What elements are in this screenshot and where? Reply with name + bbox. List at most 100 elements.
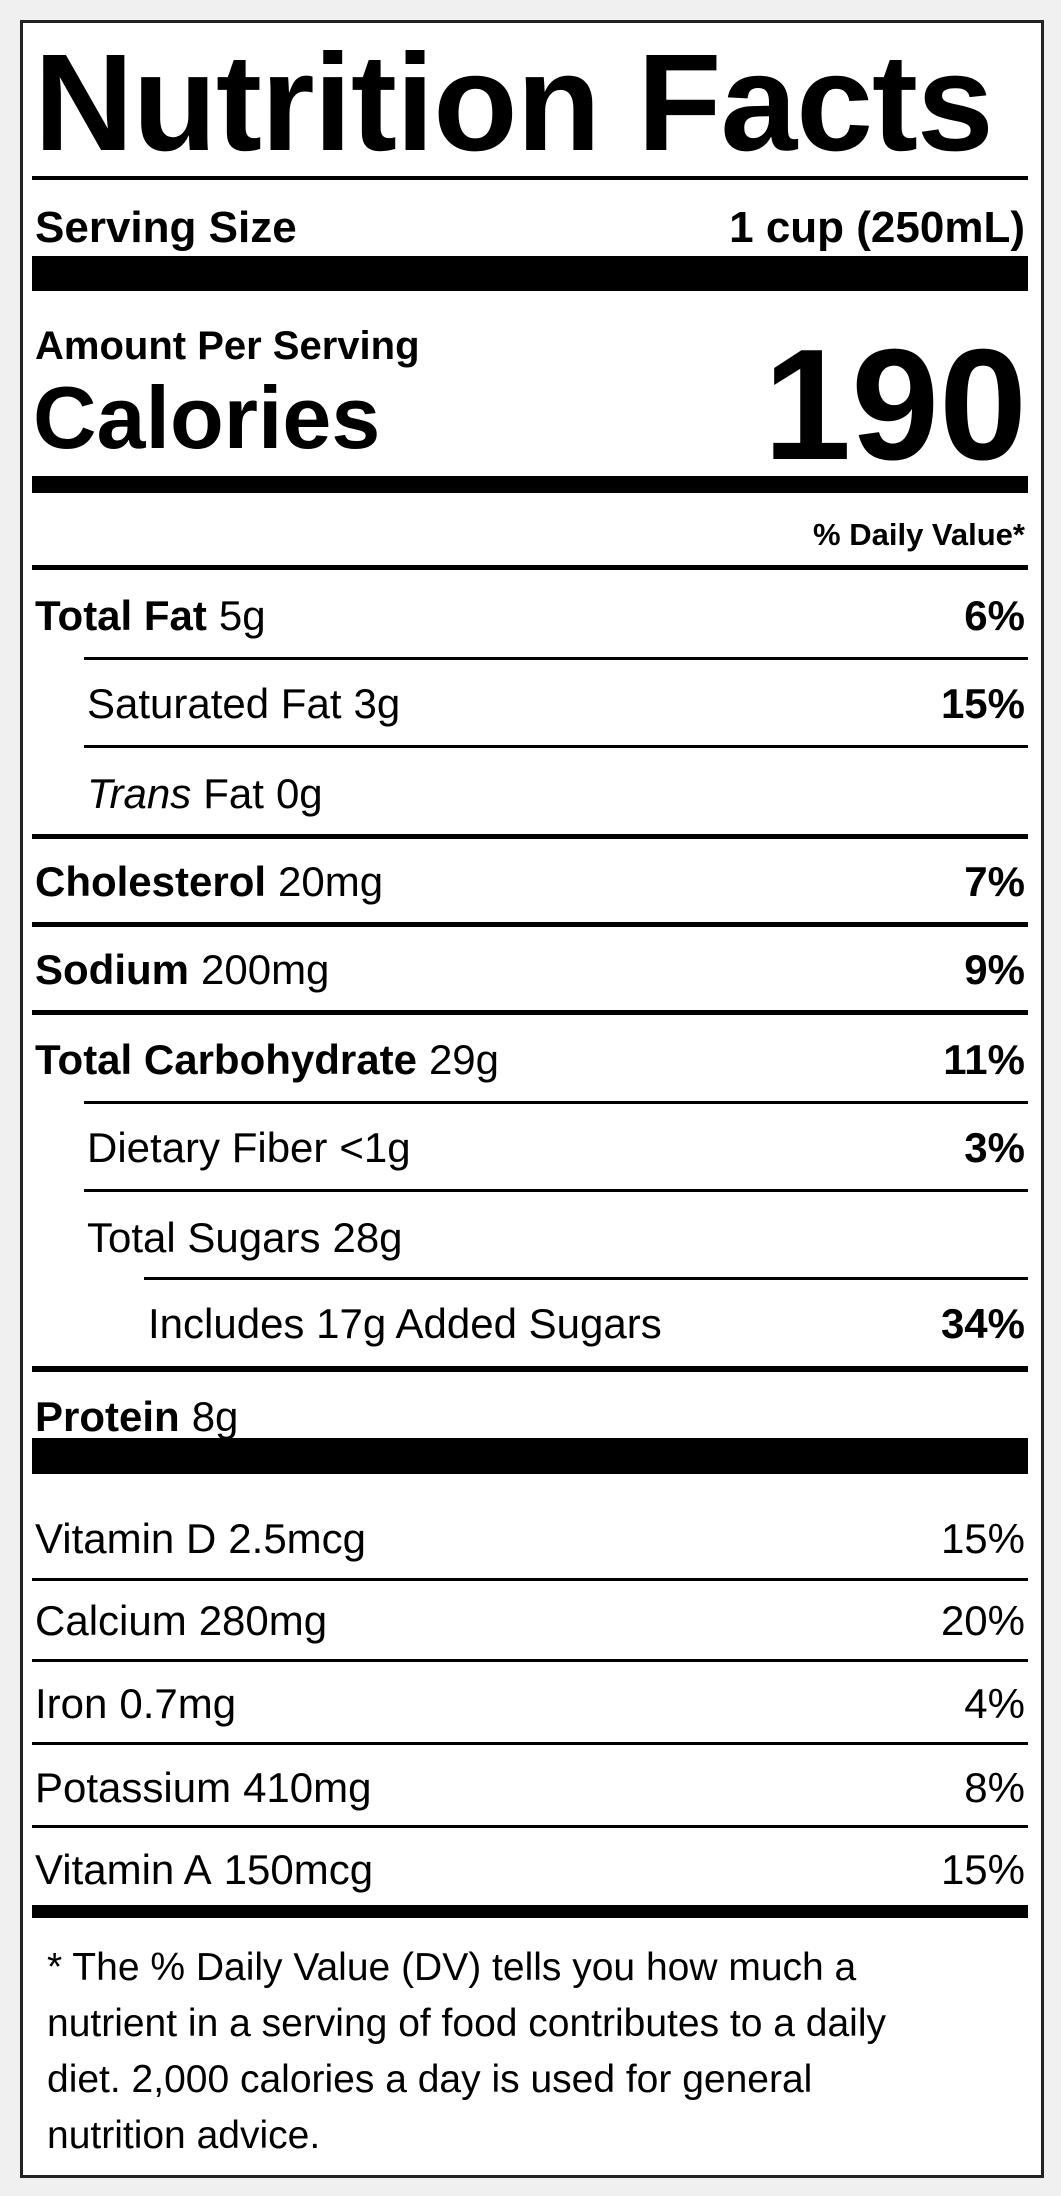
vitamin-name: Calcium <box>35 1597 187 1644</box>
nutrient-dv: 3% <box>964 1124 1025 1171</box>
calories-label: Calories <box>33 368 381 467</box>
nutrient-amount: 29g <box>428 1036 500 1083</box>
vitamin-row: Potassium 410mg 8% <box>35 1758 1025 1818</box>
nutrient-name: Total Fat <box>35 592 207 639</box>
vitamin-amount: 2.5mcg <box>228 1515 367 1562</box>
vitamin-name: Potassium <box>35 1764 232 1811</box>
nutrient-row: Dietary Fiber <1g 3% <box>87 1118 1025 1178</box>
vitamin-dv: 15% <box>940 1846 1025 1893</box>
nutrient-row: Includes 17g Added Sugars 34% <box>148 1294 1025 1354</box>
amount-per-serving: Amount Per Serving <box>35 324 420 368</box>
divider <box>32 1366 1028 1372</box>
nutrient-row: Protein 8g <box>35 1387 1025 1447</box>
divider <box>32 475 1028 493</box>
nutrient-dv: 15% <box>940 680 1025 727</box>
vitamin-name: Vitamin D <box>35 1515 217 1562</box>
divider <box>32 921 1028 927</box>
daily-value-header: % Daily Value* <box>813 517 1025 552</box>
vitamin-amount: 410mg <box>243 1764 372 1811</box>
divider <box>84 1100 1028 1104</box>
nutrient-name: Total Sugars <box>87 1214 321 1261</box>
nutrient-dv: 7% <box>964 858 1025 905</box>
nutrient-text: Total Sugars 28g <box>87 1208 403 1268</box>
nutrient-dv: 9% <box>964 946 1025 993</box>
nutrient-row: Saturated Fat 3g 15% <box>87 674 1025 734</box>
nutrient-text: Trans Fat 0g <box>87 764 323 824</box>
nutrient-name: Includes 17g Added Sugars <box>148 1300 662 1347</box>
nutrient-dv: 6% <box>964 592 1025 639</box>
vitamin-text: Vitamin D 2.5mcg <box>35 1509 366 1569</box>
nutrient-amount: 28g <box>332 1214 403 1261</box>
divider <box>32 1009 1028 1015</box>
nutrient-text: Dietary Fiber <1g <box>87 1118 411 1178</box>
nutrient-amount: <1g <box>339 1124 411 1171</box>
footnote-line: diet. 2,000 calories a day is used for g… <box>47 2058 813 2101</box>
vitamin-row: Iron 0.7mg 4% <box>35 1674 1025 1734</box>
divider <box>32 1824 1028 1828</box>
nutrient-name: Cholesterol <box>35 858 267 905</box>
serving-value: 1 cup (250mL) <box>729 203 1025 252</box>
nutrient-amount: 5g <box>218 592 266 639</box>
divider <box>32 1438 1028 1474</box>
vitamin-text: Vitamin A 150mcg <box>35 1840 373 1900</box>
nutrient-text: Total Fat 5g <box>35 586 266 646</box>
divider <box>32 564 1028 570</box>
vitamin-dv: 4% <box>964 1680 1025 1727</box>
vitamin-row: Vitamin A 150mcg 15% <box>35 1840 1025 1900</box>
vitamin-name: Iron <box>35 1680 108 1727</box>
divider <box>32 833 1028 839</box>
vitamin-name: Vitamin A <box>35 1846 212 1893</box>
vitamin-row: Calcium 280mg 20% <box>35 1591 1025 1651</box>
nutrient-text: Sodium 200mg <box>35 940 329 1000</box>
footnote-line: * The % Daily Value (DV) tells you how m… <box>47 1946 857 1989</box>
vitamin-dv: 20% <box>940 1597 1025 1644</box>
divider <box>32 1577 1028 1581</box>
nutrient-text: Includes 17g Added Sugars <box>148 1294 662 1354</box>
nutrient-amount: 200mg <box>201 946 330 993</box>
nutrient-amount: 0g <box>275 770 323 817</box>
nutrient-text: Total Carbohydrate 29g <box>35 1030 499 1090</box>
title: Nutrition Facts <box>34 26 994 180</box>
nutrient-name: Total Carbohydrate <box>35 1036 417 1083</box>
nutrient-text: Saturated Fat 3g <box>87 674 400 734</box>
nutrient-row: Total Carbohydrate 29g 11% <box>35 1030 1025 1090</box>
footnote-line: nutrient in a serving of food contribute… <box>47 2002 886 2045</box>
nutrient-dv: 34% <box>940 1300 1025 1347</box>
vitamin-amount: 280mg <box>198 1597 328 1644</box>
divider <box>84 744 1028 748</box>
nutrient-dv: 11% <box>943 1036 1025 1083</box>
vitamin-amount: 0.7mg <box>119 1680 237 1727</box>
nutrient-text: Cholesterol 20mg <box>35 852 383 912</box>
divider <box>32 1741 1028 1745</box>
divider <box>32 1904 1028 1918</box>
nutrient-text: Protein 8g <box>35 1387 238 1447</box>
vitamin-text: Calcium 280mg <box>35 1591 327 1651</box>
nutrient-amount: 20mg <box>278 858 384 905</box>
serving-label: Serving Size <box>35 203 297 252</box>
footnote-line: nutrition advice. <box>47 2114 321 2157</box>
nutrient-name: Protein <box>35 1393 180 1440</box>
nutrient-row: Trans Fat 0g <box>87 764 1025 824</box>
nutrient-row: Total Sugars 28g <box>87 1208 1025 1268</box>
divider <box>144 1276 1028 1280</box>
vitamin-dv: 15% <box>940 1515 1025 1562</box>
calories-value: 190 <box>763 317 1027 493</box>
vitamin-text: Potassium 410mg <box>35 1758 372 1818</box>
divider <box>84 656 1028 660</box>
divider <box>84 1188 1028 1192</box>
nutrient-name: Saturated Fat <box>87 680 342 727</box>
vitamin-row: Vitamin D 2.5mcg 15% <box>35 1509 1025 1569</box>
nutrient-name-italic: Trans <box>87 770 192 817</box>
divider <box>32 1658 1028 1662</box>
vitamin-dv: 8% <box>964 1764 1025 1811</box>
nutrition-label <box>20 20 1044 2178</box>
divider <box>32 255 1028 291</box>
nutrient-amount: 8g <box>191 1393 239 1440</box>
nutrient-name: Fat <box>203 770 264 817</box>
nutrient-name: Sodium <box>35 946 189 993</box>
nutrient-row: Total Fat 5g 6% <box>35 586 1025 646</box>
vitamin-text: Iron 0.7mg <box>35 1674 236 1734</box>
nutrient-row: Cholesterol 20mg 7% <box>35 852 1025 912</box>
nutrient-row: Sodium 200mg 9% <box>35 940 1025 1000</box>
